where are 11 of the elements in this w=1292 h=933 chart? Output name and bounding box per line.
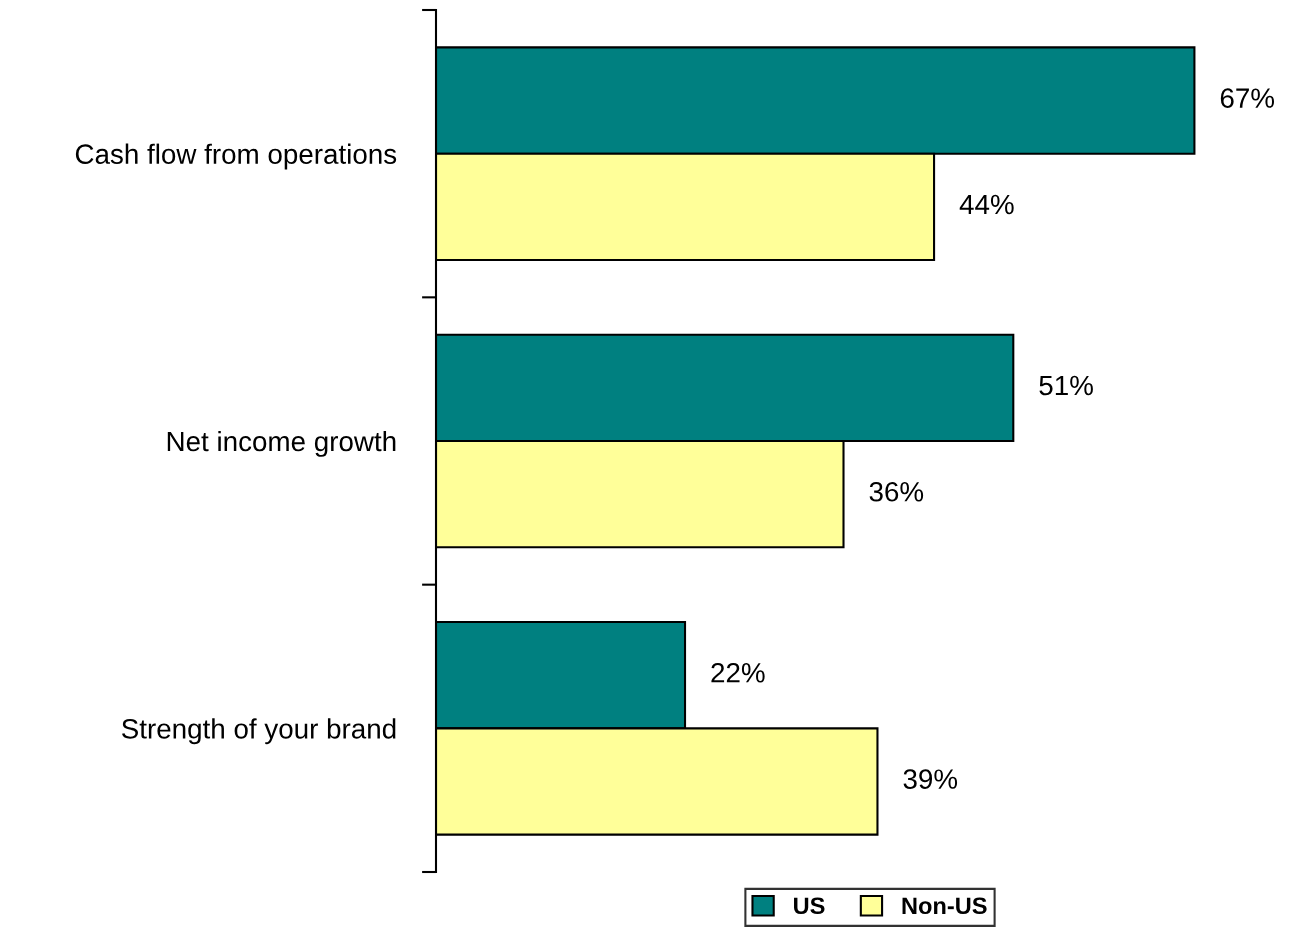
y-tick-label: Cash flow from operations bbox=[75, 143, 397, 170]
y-tick-label: Net income growth bbox=[167, 430, 396, 457]
legend-label: Non-US bbox=[902, 897, 987, 915]
data-label: 44% bbox=[959, 194, 1014, 215]
y-tick-label: Strength of your brand bbox=[121, 718, 396, 745]
data-label: 67% bbox=[1220, 88, 1275, 108]
legend-label: US bbox=[794, 897, 825, 915]
data-label: 39% bbox=[903, 769, 958, 789]
data-label: 36% bbox=[869, 481, 924, 502]
data-label: 51% bbox=[1039, 375, 1093, 396]
data-label: 22% bbox=[711, 662, 765, 683]
